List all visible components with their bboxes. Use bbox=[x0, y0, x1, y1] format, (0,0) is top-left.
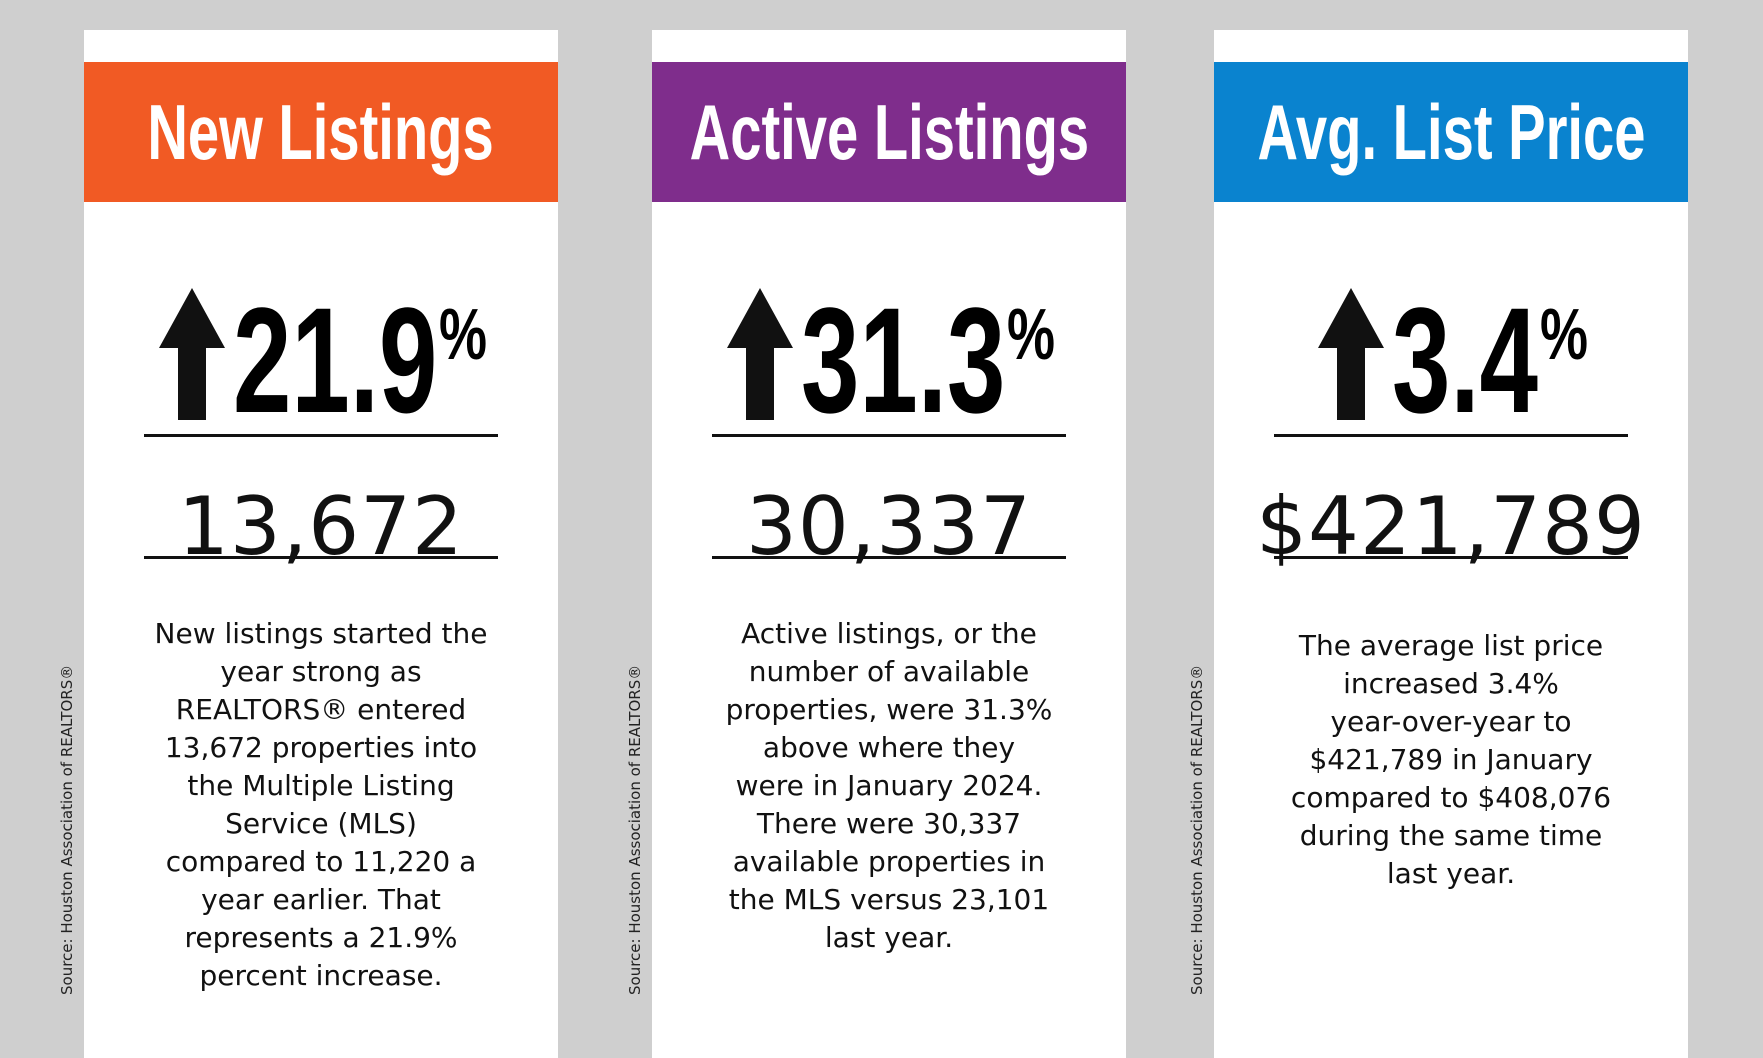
divider bbox=[1274, 556, 1628, 559]
card-title: Active Listings bbox=[689, 87, 1089, 176]
divider bbox=[712, 556, 1066, 559]
change-number: 3.4 bbox=[1392, 276, 1538, 444]
change-row: 21.9% bbox=[84, 270, 558, 444]
change-value: 21.9% bbox=[232, 276, 487, 444]
card-header: Active Listings bbox=[652, 62, 1126, 202]
description-line: properties, were 31.3% bbox=[725, 693, 1053, 726]
stat-card: New Listings 21.9% 13,672 New listings star… bbox=[84, 30, 558, 1058]
card-header: Avg. List Price bbox=[1214, 62, 1688, 202]
card-title: New Listings bbox=[147, 87, 495, 176]
description-line: Active listings, or the bbox=[741, 617, 1037, 650]
change-row: 31.3% bbox=[652, 270, 1126, 444]
description-line: compared to 11,220 a bbox=[165, 845, 477, 878]
description-line: the Multiple Listing bbox=[187, 769, 455, 802]
description-line: New listings started the bbox=[154, 617, 488, 650]
card-header: New Listings bbox=[84, 62, 558, 202]
up-arrow bbox=[726, 288, 793, 420]
change-value: 3.4% bbox=[1392, 276, 1588, 444]
divider bbox=[144, 556, 498, 559]
figure: 13,672 bbox=[178, 480, 464, 573]
stat-card: Active Listings 31.3% 30,337 Active listing… bbox=[652, 30, 1126, 1058]
description-line: last year. bbox=[1386, 857, 1516, 890]
description-line: $421,789 in January bbox=[1309, 743, 1593, 776]
description-line: compared to $408,076 bbox=[1290, 781, 1612, 814]
description-line: above where they bbox=[762, 731, 1016, 764]
description: The average list price increased 3.4% year… bbox=[1214, 627, 1688, 893]
divider bbox=[144, 434, 498, 437]
description-line: There were 30,337 bbox=[756, 807, 1022, 840]
change-unit: % bbox=[1539, 295, 1589, 375]
description-line: number of available bbox=[748, 655, 1030, 688]
up-arrow bbox=[1318, 288, 1385, 420]
description-line: 13,672 properties into bbox=[164, 731, 478, 764]
figure: 30,337 bbox=[746, 480, 1032, 573]
source-note: Source: Houston Association of REALTORS® bbox=[1188, 664, 1206, 995]
change-value: 31.3% bbox=[800, 276, 1055, 444]
description-line: year earlier. That bbox=[201, 883, 441, 916]
description-line: during the same time bbox=[1299, 819, 1603, 852]
description-line: increased 3.4% bbox=[1343, 667, 1559, 700]
description: Active listings, or the number of availab… bbox=[652, 615, 1126, 957]
change-number: 31.3 bbox=[800, 276, 1006, 444]
description-line: last year. bbox=[824, 921, 954, 954]
description-line: year-over-year to bbox=[1330, 705, 1572, 738]
description-line: year strong as bbox=[220, 655, 422, 688]
source-note: Source: Houston Association of REALTORS® bbox=[58, 664, 76, 995]
description-line: the MLS versus 23,101 bbox=[728, 883, 1050, 916]
description-line: Service (MLS) bbox=[225, 807, 417, 840]
description-line: were in January 2024. bbox=[735, 769, 1043, 802]
source-note: Source: Houston Association of REALTORS® bbox=[626, 664, 644, 995]
change-row: 3.4% bbox=[1214, 270, 1688, 444]
change-unit: % bbox=[1007, 295, 1056, 375]
divider bbox=[1274, 434, 1628, 437]
card-title: Avg. List Price bbox=[1256, 87, 1646, 176]
description-line: REALTORS® entered bbox=[175, 693, 467, 726]
description-line: The average list price bbox=[1298, 629, 1604, 662]
up-arrow bbox=[158, 288, 225, 420]
description-line: represents a 21.9% bbox=[184, 921, 458, 954]
description-line: available properties in bbox=[732, 845, 1046, 878]
change-number: 21.9 bbox=[232, 276, 438, 444]
divider bbox=[712, 434, 1066, 437]
description-line: percent increase. bbox=[199, 959, 443, 992]
stat-card: Avg. List Price 3.4% $421,789 The average l… bbox=[1214, 30, 1688, 1058]
change-unit: % bbox=[439, 295, 488, 375]
description: New listings started the year strong as RE… bbox=[84, 615, 558, 995]
figure: $421,789 bbox=[1256, 480, 1646, 573]
